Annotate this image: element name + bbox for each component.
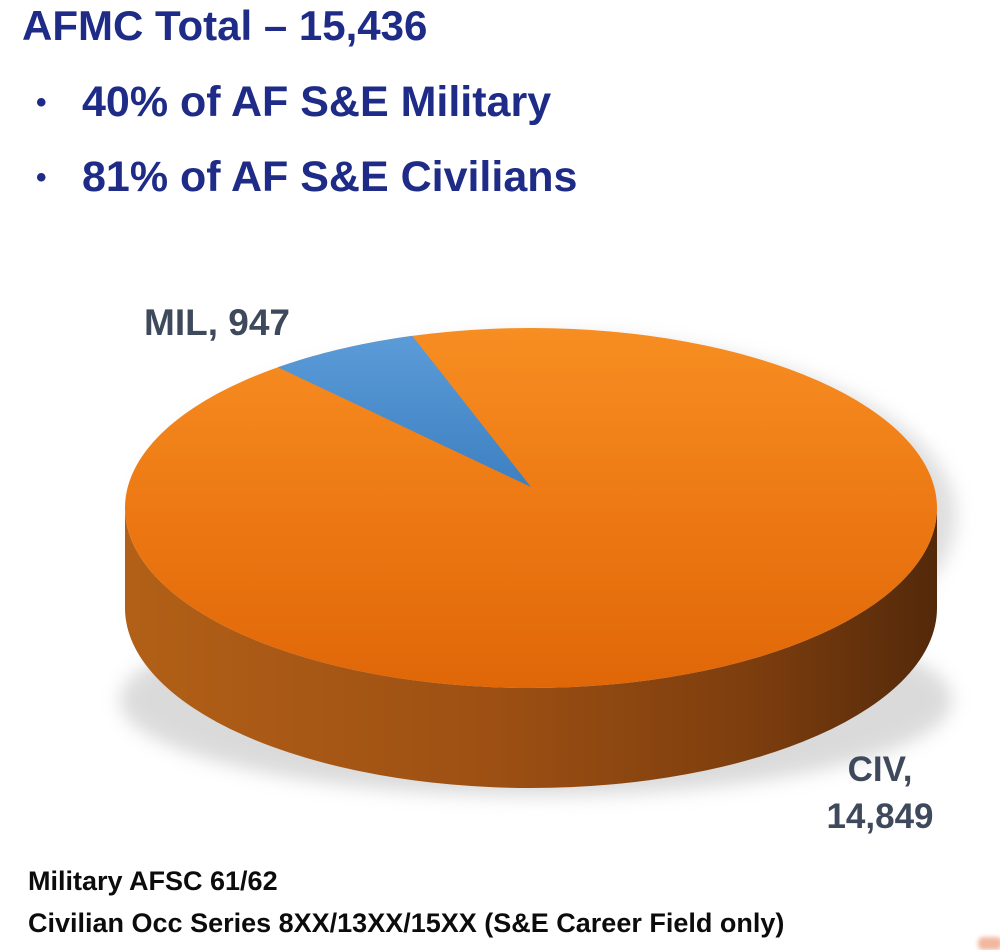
pie-side: [125, 508, 937, 788]
footnote-civilian: Civilian Occ Series 8XX/13XX/15XX (S&E C…: [28, 908, 785, 938]
civ-slice-label: CIV, 14,849: [790, 746, 970, 840]
footnotes: Military AFSC 61/62 Civilian Occ Series …: [28, 860, 784, 944]
bullet-text-civilian: 81% of AF S&E Civilians: [82, 153, 578, 201]
mil-slice-label: MIL, 947: [144, 302, 290, 343]
bullet-text-military: 40% of AF S&E Military: [82, 78, 552, 126]
footnote-military: Military AFSC 61/62: [28, 866, 278, 896]
bullet-dot-icon: •: [36, 85, 47, 119]
mil-slice: [277, 335, 531, 487]
civ-slice-label-line1: CIV,: [847, 750, 913, 789]
page-title: AFMC Total – 15,436: [22, 2, 428, 49]
bullet-item-civilian: • 81% of AF S&E Civilians: [36, 153, 577, 202]
civ-slice-label-line2: 14,849: [826, 797, 934, 836]
bullet-dot-icon: •: [36, 160, 47, 194]
bullet-item-military: • 40% of AF S&E Military: [36, 78, 551, 127]
civ-slice: [125, 328, 937, 688]
corner-artifact: [978, 937, 1000, 950]
